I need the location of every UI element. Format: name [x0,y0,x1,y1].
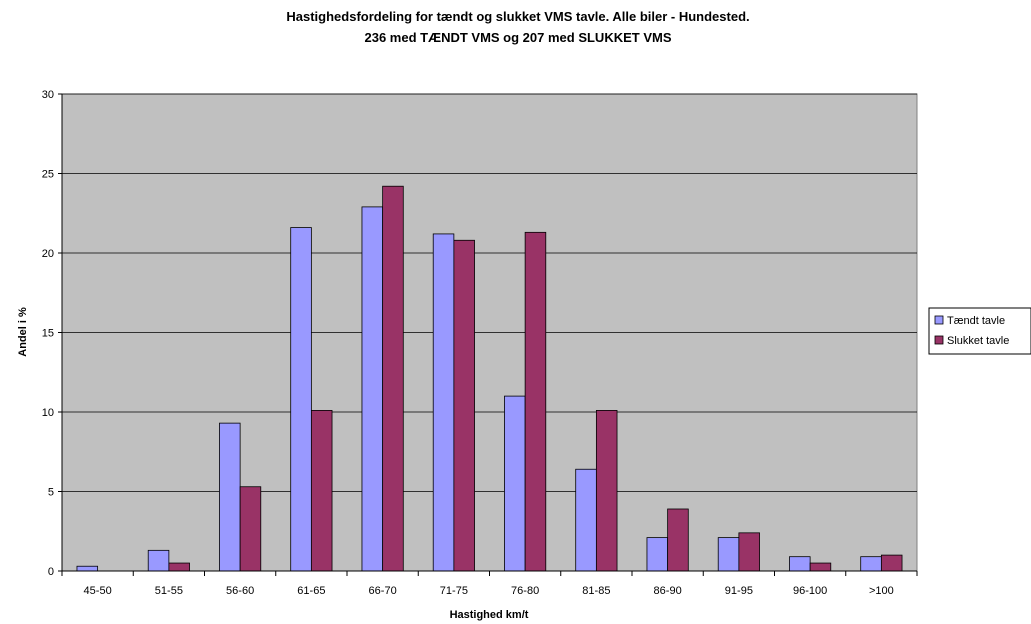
x-tick-label: 76-80 [511,585,539,597]
x-tick-label: 71-75 [440,585,468,597]
legend-swatch-taendt [934,315,944,325]
y-tick-label: 5 [48,487,54,499]
bar-slukket-3 [310,410,333,572]
x-tick-label: 86-90 [654,585,682,597]
grid-lines [62,93,917,492]
axes [58,93,918,576]
bar-taendt-3 [290,227,312,572]
legend: Tændt tavle Slukket tavle [928,307,1031,355]
bar-taendt-8 [646,537,669,572]
bar-taendt-0 [76,565,99,572]
bar-slukket-6 [524,231,547,572]
bar-taendt-7 [575,468,597,572]
x-tick-label: 61-65 [297,585,325,597]
bar-taendt-6 [504,395,526,572]
y-axis-title: Andel i % [17,307,29,357]
bar-taendt-4 [361,206,384,572]
x-tick-labels: 45-50 51-55 56-60 61-65 66-70 71-75 76-80 81-85… [84,585,894,597]
legend-label-taendt: Tændt tavle [947,315,1005,327]
bar-taendt-10 [789,556,811,572]
bar-slukket-8 [667,508,689,572]
bar-slukket-9 [738,532,760,572]
chart-subtitle: 236 med TÆNDT VMS og 207 med SLUKKET VMS [364,30,671,45]
y-tick-label: 15 [42,328,54,340]
y-tick-label: 10 [42,407,54,419]
chart-title: Hastighedsfordeling for tændt og slukket… [286,9,749,24]
x-tick-label: 51-55 [155,585,183,597]
x-axis-title: Hastighed km/t [450,609,529,621]
x-tick-label: 66-70 [369,585,397,597]
bar-slukket-10 [809,562,832,572]
bar-taendt-1 [147,549,170,572]
y-tick-label: 0 [48,566,54,578]
bar-slukket-11 [880,554,903,572]
x-tick-label: 96-100 [793,585,827,597]
bar-taendt-9 [717,537,740,572]
bar-taendt-11 [860,556,882,572]
y-tick-labels: 0 5 10 15 20 25 30 [42,89,54,578]
y-tick-label: 30 [42,89,54,101]
legend-swatch-slukket [934,335,944,345]
legend-label-slukket: Slukket tavle [947,335,1009,347]
x-tick-label: >100 [869,585,894,597]
x-tick-label: 81-85 [582,585,610,597]
bars [76,185,903,572]
bar-slukket-7 [595,410,618,572]
bar-slukket-5 [453,239,475,572]
bar-slukket-1 [168,562,190,572]
bar-taendt-5 [432,233,455,572]
x-tick-label: 45-50 [84,585,112,597]
bar-slukket-2 [239,486,262,572]
y-tick-label: 25 [42,169,54,181]
x-tick-label: 91-95 [725,585,753,597]
x-tick-label: 56-60 [226,585,254,597]
bar-taendt-2 [219,422,241,572]
y-tick-label: 20 [42,248,54,260]
legend-box [928,307,1031,355]
bar-slukket-4 [382,185,404,572]
